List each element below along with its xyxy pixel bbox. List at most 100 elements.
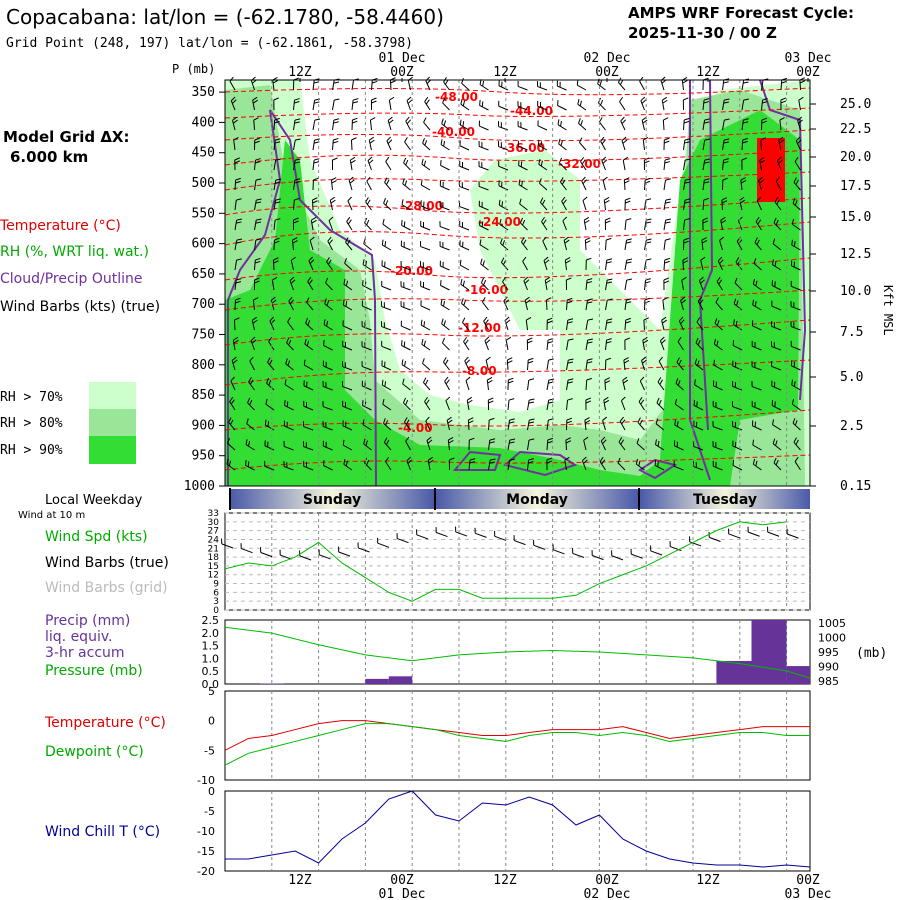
wind-barb xyxy=(460,98,470,111)
wind-barb xyxy=(537,120,548,131)
wind-barb xyxy=(232,336,239,351)
wind-barb xyxy=(698,276,705,291)
wind-barb xyxy=(771,321,782,331)
surface-wind-barb xyxy=(435,527,448,538)
wind-chill-legend: Wind Chill T (°C) xyxy=(45,824,160,840)
wind-barb xyxy=(250,336,257,351)
wind-barb xyxy=(488,417,495,431)
wind-barb xyxy=(663,178,671,191)
wind-barb xyxy=(441,337,450,351)
wind-barb xyxy=(779,117,785,131)
wind-barbs-upper xyxy=(226,76,806,471)
wind-barb xyxy=(468,458,476,471)
wind-barb xyxy=(600,136,606,151)
wind-barb xyxy=(755,216,762,231)
pressure-tick-label-750: 750 xyxy=(192,328,215,343)
wind-barb xyxy=(675,378,684,391)
top-date-label: 01 Dec xyxy=(379,51,426,66)
wind-barb xyxy=(770,341,782,351)
wind-barb xyxy=(538,158,548,171)
wind-barb xyxy=(733,298,743,311)
wind-barb xyxy=(582,196,588,211)
wind-barb xyxy=(752,439,762,451)
wind-barb xyxy=(498,100,509,111)
wind-barb xyxy=(623,357,630,371)
wind-barb xyxy=(519,217,528,231)
wind-barb xyxy=(525,317,532,331)
wind-barb xyxy=(546,457,553,471)
isotherm-label-m40: -40.00 xyxy=(432,125,475,139)
top-time-label: 00Z xyxy=(796,65,820,80)
wind-barb xyxy=(619,416,626,431)
wind-barb xyxy=(639,76,645,91)
wind-barb xyxy=(293,178,301,191)
wind-barb xyxy=(557,119,567,131)
wind-barb xyxy=(264,419,275,431)
dewpoint-legend: Dewpoint (°C) xyxy=(45,744,144,760)
wind-barb xyxy=(288,296,295,311)
weekday-segment xyxy=(436,489,638,509)
wind-barb xyxy=(790,360,801,371)
wind-barb xyxy=(658,356,665,371)
height-tick-label-2.5: 2.5 xyxy=(840,419,863,434)
wind-barb xyxy=(422,377,431,391)
wind-barb xyxy=(716,276,723,291)
precip-bar xyxy=(365,678,389,684)
wind-barb xyxy=(562,216,568,231)
wind-barb xyxy=(271,276,278,291)
wind-barb xyxy=(439,260,450,271)
wind-barb xyxy=(741,157,748,171)
wind-barb xyxy=(507,418,515,431)
surface-wind-barb xyxy=(767,526,780,537)
wind-barb xyxy=(273,158,282,171)
wind-barb xyxy=(541,216,548,231)
wind-barb xyxy=(519,198,528,211)
wind-barb xyxy=(741,137,749,151)
wind-barb xyxy=(308,256,315,271)
wind-barb xyxy=(663,257,671,271)
wind-barb xyxy=(617,457,626,471)
isotherm-label-m32: -32.00 xyxy=(558,157,601,171)
bottom-time-label: 00Z xyxy=(796,873,820,888)
wind-barb xyxy=(584,237,591,251)
precip-tick-label-1.5: 1.5 xyxy=(202,640,220,653)
wind-tick-label-15: 15 xyxy=(208,562,219,572)
wind-barb xyxy=(248,377,255,391)
wind-barb xyxy=(760,137,766,151)
wind-barb xyxy=(539,178,548,191)
wind-barb xyxy=(341,381,353,391)
pressure-tick-label-1000: 1000 xyxy=(818,631,846,644)
wind-barb xyxy=(560,177,567,191)
wind-barb xyxy=(546,437,554,451)
wind-barb xyxy=(465,376,471,391)
wind-barb xyxy=(382,218,392,231)
wind-barb xyxy=(605,357,612,371)
wind-barb xyxy=(536,81,548,91)
precip-tick-label-2.0: 2.0 xyxy=(202,627,220,640)
wind-barb xyxy=(771,280,782,291)
wind-barb xyxy=(692,461,704,471)
wind-barb xyxy=(303,400,314,411)
wind-barb xyxy=(252,96,258,111)
wind-barb xyxy=(283,461,294,471)
weekday-label-tuesday: Tuesday xyxy=(693,492,757,508)
wind-barb xyxy=(565,437,572,451)
surface-wind-barb xyxy=(279,549,292,560)
wind-barb xyxy=(341,361,353,371)
wind-barb xyxy=(585,397,592,411)
wind-barb xyxy=(482,297,489,311)
wind-barb xyxy=(790,260,801,271)
wind-barb xyxy=(517,101,528,111)
wind-barb xyxy=(283,441,294,451)
wind-barb xyxy=(719,236,725,251)
height-tick-label-22.5: 22.5 xyxy=(840,122,871,137)
wind-barb xyxy=(751,400,762,411)
wind-barb xyxy=(365,197,372,211)
wind-barb xyxy=(620,396,626,411)
wind-barb xyxy=(424,96,431,111)
wind-barb xyxy=(537,100,548,111)
wind-barb xyxy=(380,321,392,331)
wind-barb xyxy=(420,220,431,231)
wind-barb xyxy=(362,259,372,271)
